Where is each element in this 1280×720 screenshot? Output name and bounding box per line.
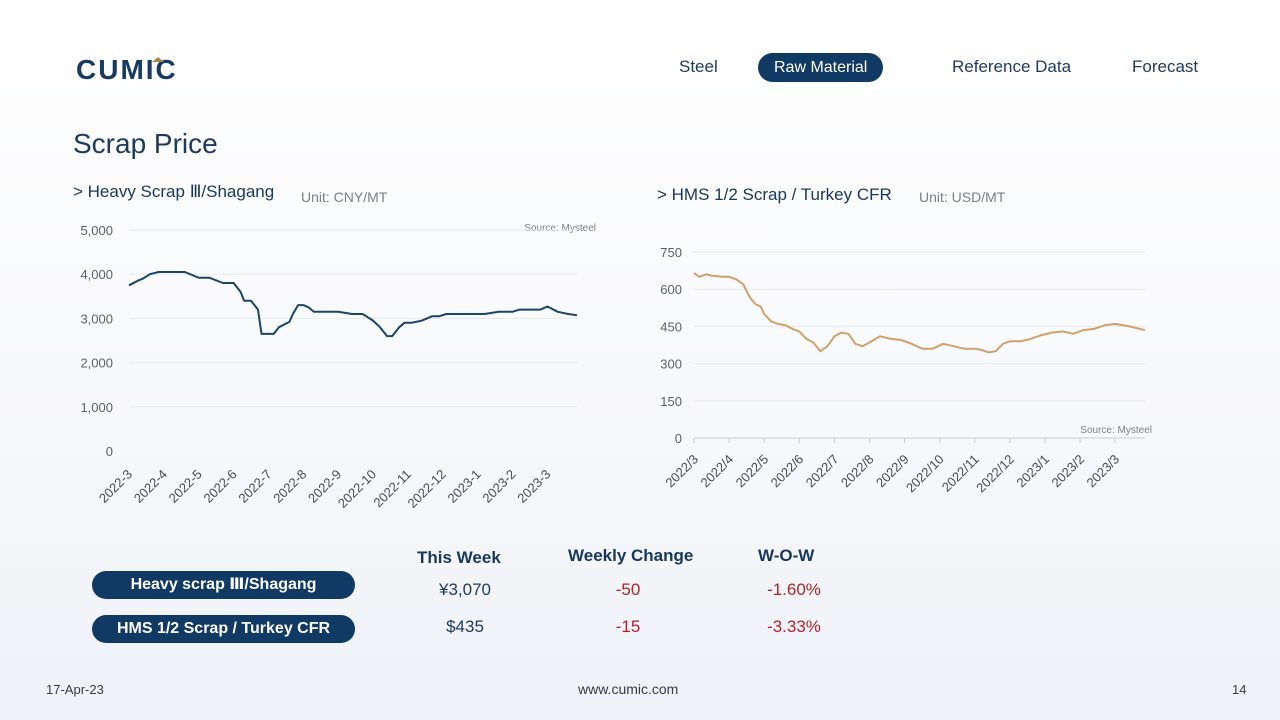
header-wow: W-O-W	[758, 546, 815, 565]
hms-scrap-chart-x-tick: 2022/3	[662, 452, 701, 491]
heavy-scrap-chart-y-tick: 2,000	[80, 356, 113, 371]
row-label-hms-scrap: HMS 1/2 Scrap / Turkey CFR	[92, 615, 355, 643]
row1-weekly-change: -50	[615, 580, 641, 599]
cumic-logo: CUMIC	[76, 54, 178, 84]
heavy-scrap-chart-y-tick: 3,000	[80, 311, 113, 326]
heavy-scrap-chart-x-tick: 2022-7	[235, 467, 274, 506]
hms-scrap-chart-x-tick: 2022/5	[733, 452, 772, 491]
row1-wow: -1.60%	[767, 580, 821, 599]
hms-scrap-chart-series-line	[693, 272, 1146, 354]
hms-scrap-chart: Source: Mysteel 75060045030015002022/320…	[660, 245, 1152, 496]
chart-right-source: Source: Mysteel	[1080, 425, 1152, 436]
heavy-scrap-chart-x-tick: 2022-5	[166, 467, 205, 506]
heavy-scrap-chart: Source: Mysteel 5,000 4,000 3,000 2,000 1,00…	[80, 223, 596, 511]
chart-left-unit: Unit: CNY/MT	[301, 189, 388, 205]
hms-scrap-chart-y-tick: 300	[660, 357, 682, 372]
logo-accent-icon	[152, 57, 164, 62]
row2-wow: -3.33%	[767, 617, 821, 636]
hms-scrap-chart-x-tick: 2022/12	[973, 452, 1017, 496]
page-title: Scrap Price	[73, 128, 218, 159]
nav-steel[interactable]: Steel	[679, 57, 718, 76]
logo-text: CUMIC	[76, 54, 178, 84]
heavy-scrap-chart-x-tick: 2023-2	[479, 467, 518, 506]
heavy-scrap-chart-x-tick: 2022-6	[200, 467, 239, 506]
chart-left-title: > Heavy Scrap Ⅲ/Shagang	[73, 182, 275, 201]
page-number: 14	[1232, 682, 1247, 697]
hms-scrap-chart-x-tick: 2023/3	[1084, 452, 1123, 491]
heavy-scrap-chart-x-tick: 2022-4	[131, 467, 170, 506]
hms-scrap-chart-y-tick: 450	[660, 319, 682, 334]
heavy-scrap-chart-x-tick: 2023-1	[445, 467, 484, 506]
footer-url[interactable]: www.cumic.com	[578, 681, 679, 697]
hms-scrap-chart-x-tick: 2022/6	[768, 452, 807, 491]
hms-scrap-chart-x-tick: 2022/10	[903, 452, 947, 496]
nav-raw-material[interactable]: Raw Material	[758, 53, 884, 82]
hms-scrap-chart-x-tick: 2023/1	[1013, 452, 1052, 491]
nav-reference-data[interactable]: Reference Data	[952, 57, 1072, 76]
heavy-scrap-chart-y-tick: 4,000	[80, 267, 113, 282]
heavy-scrap-chart-x-tick: 2023-3	[514, 467, 553, 506]
hms-scrap-chart-x-tick: 2022/4	[697, 452, 736, 491]
heavy-scrap-chart-y-tick: 0	[106, 444, 113, 459]
heavy-scrap-chart-y-tick: 1,000	[80, 400, 113, 415]
hms-scrap-chart-x-tick: 2022/7	[803, 452, 842, 491]
row2-this-week: $435	[446, 617, 484, 636]
chart-right-unit: Unit: USD/MT	[919, 189, 1006, 205]
header-weekly-change: Weekly Change	[568, 546, 694, 565]
heavy-scrap-chart-series-line	[128, 271, 578, 338]
hms-scrap-chart-y-tick: 750	[660, 245, 682, 260]
heavy-scrap-chart-x-tick: 2022-12	[405, 467, 449, 511]
chart-right-title: > HMS 1/2 Scrap / Turkey CFR	[657, 185, 892, 204]
chart-left-source: Source: Mysteel	[524, 223, 596, 234]
heavy-scrap-chart-x-tick: 2022-8	[270, 467, 309, 506]
heavy-scrap-chart-x-tick: 2022-10	[335, 467, 379, 511]
row-label-heavy-scrap: Heavy scrap Ⅲ/Shagang	[92, 571, 355, 599]
hms-scrap-chart-y-tick: 0	[675, 431, 682, 446]
row2-weekly-change: -15	[615, 617, 641, 636]
heavy-scrap-chart-x-tick: 2022-3	[96, 467, 135, 506]
footer-date: 17-Apr-23	[46, 682, 104, 697]
hms-scrap-chart-x-tick: 2023/2	[1048, 452, 1087, 491]
hms-scrap-chart-x-tick: 2022/8	[838, 452, 877, 491]
hms-scrap-chart-y-tick: 150	[660, 394, 682, 409]
row1-this-week: ¥3,070	[439, 580, 491, 599]
nav-forecast[interactable]: Forecast	[1132, 57, 1199, 76]
heavy-scrap-chart-y-tick: 5,000	[80, 223, 113, 238]
header-this-week: This Week	[417, 548, 501, 567]
hms-scrap-chart-y-tick: 600	[660, 282, 682, 297]
